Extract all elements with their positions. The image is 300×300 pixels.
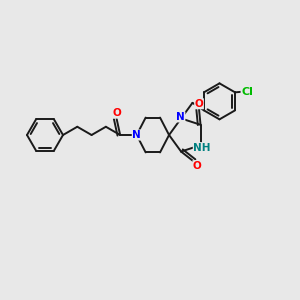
Text: NH: NH — [193, 142, 211, 153]
Text: N: N — [132, 130, 141, 140]
Text: O: O — [193, 160, 202, 171]
Text: O: O — [195, 99, 203, 109]
Text: Cl: Cl — [241, 87, 253, 97]
Text: N: N — [176, 112, 185, 122]
Text: O: O — [112, 108, 121, 118]
